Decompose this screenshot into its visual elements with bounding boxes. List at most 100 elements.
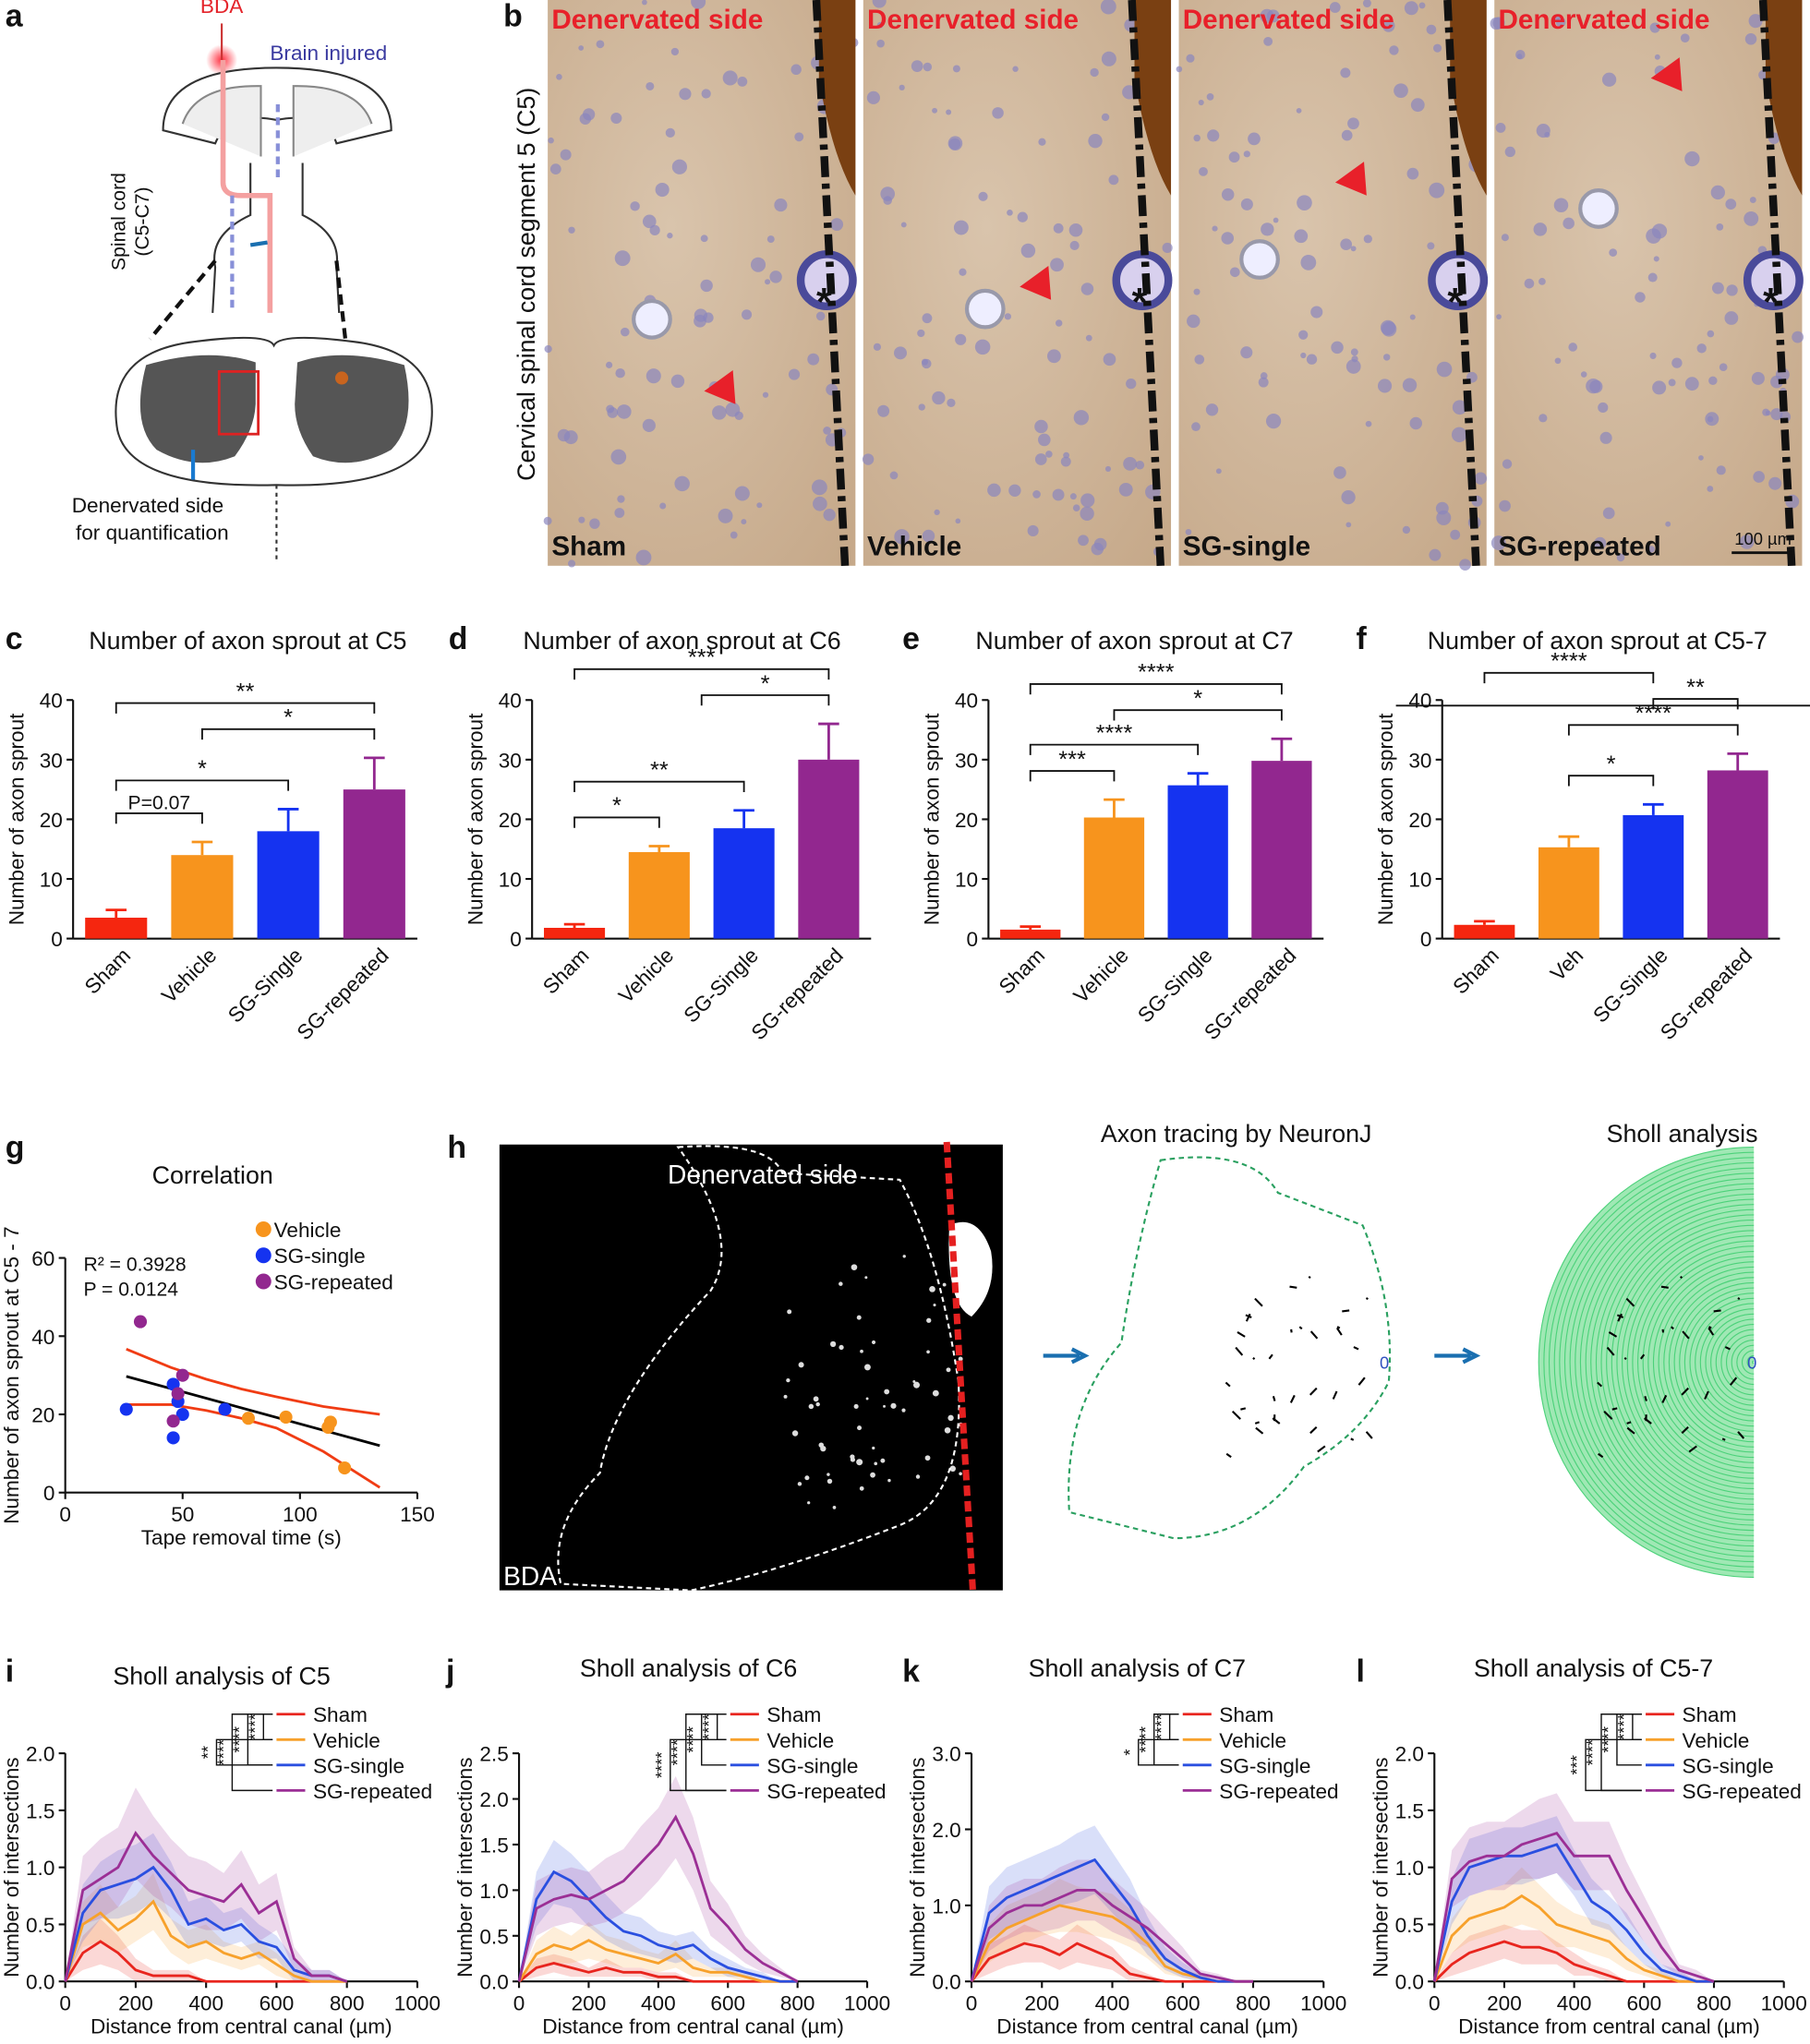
axon-trace [1335, 1327, 1343, 1336]
line [517, 1870, 798, 1983]
significance-label: **** [1096, 720, 1133, 746]
significance-bracket [1029, 770, 1116, 782]
cell [1310, 306, 1323, 319]
micrograph-bottom-label: SG-repeated [1498, 532, 1660, 562]
cell [952, 65, 960, 73]
axon-trace [1365, 1297, 1369, 1300]
bda-signal [947, 1414, 954, 1422]
bar [85, 918, 148, 939]
axon-trace [1671, 1326, 1674, 1330]
cell [1345, 359, 1361, 374]
y-axis-label: Number of axon sprout [5, 713, 28, 925]
cell [1382, 19, 1395, 32]
y-tick-label: 30 [40, 749, 63, 772]
cell [1429, 548, 1442, 561]
x-tick-label: SG-repeated [1656, 944, 1756, 1044]
x-tick-label: 1000 [844, 1991, 890, 2014]
cell [774, 198, 788, 212]
x-tick-label: Vehicle [1069, 944, 1133, 1007]
y-tick-label: 20 [31, 1403, 54, 1426]
cell [630, 201, 640, 211]
cell [1045, 451, 1053, 458]
y-tick-label: 10 [1408, 869, 1431, 892]
x-tick-label: SG-Single [223, 944, 307, 1027]
y-axis-label: Number of intersections [0, 1757, 23, 1977]
cell [1601, 72, 1617, 87]
significance-bracket [1652, 698, 1739, 710]
cell [635, 549, 652, 566]
cell [1554, 357, 1562, 365]
bda-signal [949, 1465, 956, 1473]
cell [1726, 284, 1738, 296]
cell [1668, 379, 1676, 387]
axon-trace [1252, 1356, 1256, 1361]
significance-label: **** [699, 1713, 718, 1740]
cell [646, 368, 661, 384]
bda-signal [853, 1403, 859, 1409]
significance-bracket [1483, 671, 1655, 684]
cell [750, 257, 766, 272]
cell [734, 486, 750, 501]
cell [1698, 455, 1704, 461]
bda-signal [864, 1276, 868, 1280]
x-tick-label: SG-Single [1588, 944, 1671, 1027]
line [518, 1961, 798, 1983]
cell [1080, 493, 1095, 508]
cell [1191, 422, 1201, 432]
legend-label: SG-repeated [1219, 1780, 1338, 1803]
cell [1433, 43, 1442, 53]
cell [615, 367, 625, 379]
error-band [65, 1833, 347, 1982]
bar [1623, 814, 1684, 939]
cell [610, 449, 627, 465]
x-tick-label: SG-repeated [747, 944, 848, 1044]
sholl-ring [1673, 1281, 1755, 1443]
cell [1294, 229, 1309, 244]
cell [1649, 352, 1657, 359]
cell [1263, 36, 1273, 46]
cell [741, 519, 747, 525]
bda-signal [820, 1445, 827, 1452]
cell [655, 182, 670, 198]
cell [823, 427, 831, 435]
cell [1103, 353, 1116, 367]
sholl-ring [1549, 1157, 1755, 1568]
micrograph-bottom-label: SG-single [1183, 532, 1310, 562]
legend-label: Sham [766, 1703, 821, 1726]
cell [1073, 410, 1090, 426]
cell [1382, 354, 1391, 361]
cell [1298, 330, 1309, 340]
significance-label: **** [1614, 1713, 1634, 1740]
cell [1710, 185, 1725, 200]
micrograph-top-label: Denervated side [867, 5, 1079, 35]
cell [1496, 314, 1502, 319]
cell [1193, 288, 1201, 295]
legend-label: SG-repeated [313, 1780, 432, 1803]
significance-label: P=0.07 [128, 793, 191, 814]
axon-trace [1625, 1297, 1635, 1307]
cell [1402, 378, 1418, 392]
legend-label: SG-repeated [1683, 1780, 1802, 1803]
bar [798, 759, 860, 939]
legend-label: SG-single [766, 1754, 858, 1777]
cell [1429, 182, 1445, 198]
cell [560, 149, 572, 161]
vessel [632, 298, 672, 340]
cell [1609, 248, 1618, 257]
cell [894, 346, 907, 360]
cell [1020, 243, 1036, 259]
cell [1193, 134, 1201, 142]
cell [1751, 371, 1765, 385]
arrow [1434, 1347, 1481, 1365]
error-band [1434, 1793, 1714, 1982]
cell [679, 88, 692, 101]
cell [813, 496, 827, 511]
cell [1684, 150, 1700, 167]
y-tick-label: 2.0 [932, 1819, 960, 1842]
cell [1329, 2, 1341, 13]
bda-signal [787, 1309, 792, 1315]
cell [1580, 371, 1587, 378]
x-tick-label: 600 [710, 1991, 745, 2014]
legend-label: SG-repeated [274, 1270, 393, 1293]
sholl-ring [1590, 1198, 1755, 1526]
